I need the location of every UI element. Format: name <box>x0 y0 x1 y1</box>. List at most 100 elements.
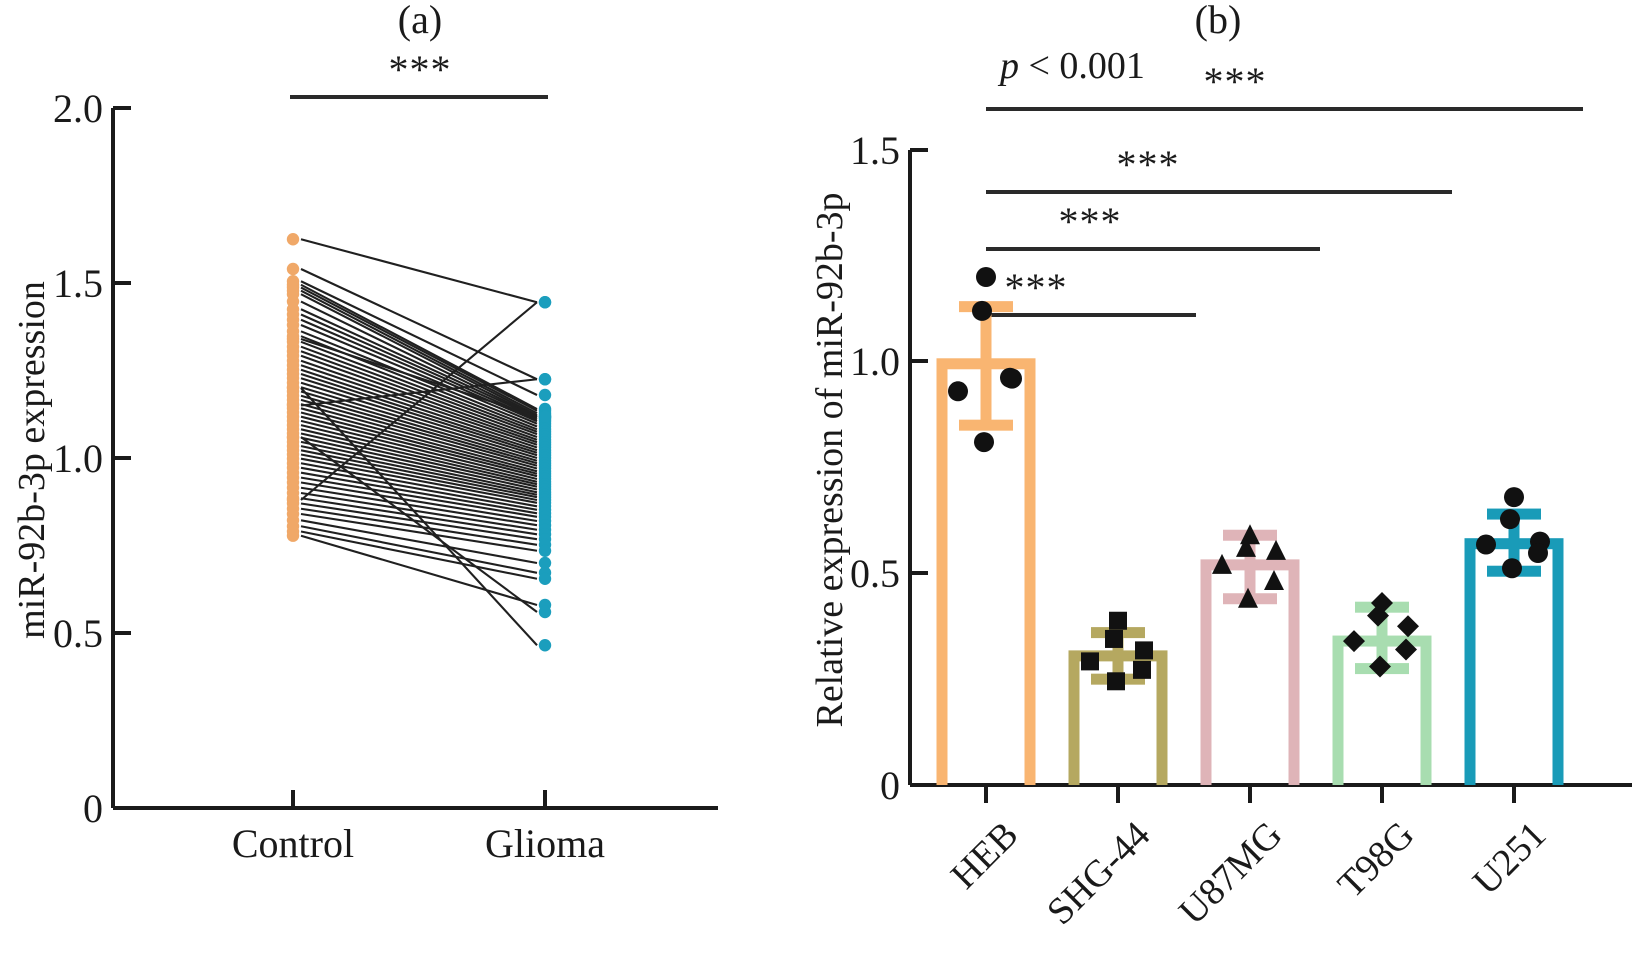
slope-line <box>300 466 538 511</box>
slope-line <box>300 525 538 574</box>
slope-line <box>300 338 538 418</box>
panel-b-ytick-05: 0.5 <box>850 551 900 596</box>
data-point-triangle <box>1236 536 1256 557</box>
slope-line <box>300 512 538 552</box>
glioma-data-point <box>538 556 552 570</box>
control-data-point <box>286 493 300 507</box>
data-point-triangle <box>1264 569 1284 590</box>
panel-b-sig-star-u87mg: *** <box>1059 199 1122 244</box>
x-label-t98g: T98G <box>1330 814 1422 906</box>
slope-line <box>300 308 538 419</box>
slope-line <box>300 293 538 417</box>
control-data-point <box>286 332 300 346</box>
panel-a-ytick-10: 1.0 <box>53 436 103 481</box>
slope-line <box>300 481 538 523</box>
slope-line <box>300 301 538 501</box>
glioma-data-point <box>538 639 552 652</box>
control-data-point <box>286 262 300 276</box>
panel-a-y-ticks <box>113 106 131 635</box>
panel-a-ytick-0: 0 <box>83 786 103 831</box>
control-data-point <box>286 233 300 246</box>
data-point-circle <box>1528 543 1548 564</box>
data-point-triangle <box>1238 587 1258 608</box>
bar-left-edge <box>1200 564 1212 785</box>
data-point-diamond <box>1343 630 1365 653</box>
slope-line <box>300 432 538 488</box>
panel-a-ytick-15: 1.5 <box>53 261 103 306</box>
panel-a-control-dots <box>286 233 300 542</box>
slope-line <box>300 238 538 304</box>
bar-right-edge <box>1420 641 1432 785</box>
panel-a-letter: (a) <box>398 0 442 42</box>
data-point-square <box>1133 660 1151 679</box>
errorbar-stem <box>980 306 992 426</box>
slope-line <box>300 340 538 433</box>
data-point-circle <box>1000 367 1020 388</box>
slope-line <box>300 398 538 467</box>
panel-a-x-ticks <box>291 790 547 808</box>
glioma-data-point <box>538 572 552 585</box>
panel-b-letter: (b) <box>1195 0 1242 42</box>
data-point-circle <box>974 432 994 453</box>
slope-line <box>300 286 538 412</box>
panel-b-y-ticks <box>910 148 928 575</box>
panel-a-xlabel-glioma: Glioma <box>485 821 605 866</box>
panel-b-sig-star-shg44: *** <box>1005 265 1068 310</box>
panel-a-y-axis-label: miR-92b-3p expression <box>11 281 53 639</box>
panel-a-svg: (a) *** 2.0 1.5 1.0 0.5 0 miR-92b-3p exp <box>11 0 718 866</box>
slope-line <box>300 300 538 418</box>
panel-a-xlabel-control: Control <box>232 821 354 866</box>
x-label-u251: U251 <box>1465 814 1554 903</box>
data-point-diamond <box>1397 615 1419 638</box>
x-label-heb: HEB <box>943 814 1026 897</box>
slope-line <box>300 378 538 407</box>
panel-b: (b) p < 0.001 *** *** *** *** <box>800 0 1632 976</box>
data-point-circle <box>1500 509 1520 530</box>
panel-b-point-group <box>948 267 1550 691</box>
control-data-point <box>286 381 300 395</box>
x-label-shg-44: SHG-44 <box>1039 814 1158 933</box>
data-point-square <box>1105 629 1123 648</box>
bar-left-edge <box>1068 655 1080 785</box>
slope-line <box>300 436 538 491</box>
slope-line <box>300 368 538 449</box>
slope-line <box>300 476 538 518</box>
x-label-u87mg: U87MG <box>1171 814 1290 933</box>
panel-b-svg: (b) p < 0.001 *** *** *** *** <box>809 0 1632 933</box>
slope-line <box>300 387 538 646</box>
data-point-triangle <box>1266 539 1286 560</box>
slope-line <box>300 415 538 478</box>
data-point-diamond <box>1395 638 1417 661</box>
glioma-data-point <box>538 544 552 557</box>
data-point-diamond <box>1369 655 1391 678</box>
panel-a-significance-star: *** <box>389 47 452 92</box>
errorbar-stem <box>1244 535 1256 599</box>
slope-line <box>300 289 538 415</box>
errorbar-cap-lower <box>959 419 1013 431</box>
data-point-square <box>1081 652 1099 671</box>
data-point-circle <box>976 267 996 287</box>
panel-a: (a) *** 2.0 1.5 1.0 0.5 0 miR-92b-3p exp <box>0 0 800 976</box>
slope-line <box>300 377 538 454</box>
control-data-point <box>286 399 300 412</box>
panel-b-y-axis-label: Relative expression of miR-92b-3p <box>809 192 851 727</box>
bar-right-edge <box>1156 655 1168 785</box>
slope-line <box>300 507 538 546</box>
slope-line <box>300 486 538 527</box>
slope-line <box>300 364 538 446</box>
data-point-circle <box>972 300 992 321</box>
data-point-square <box>1109 611 1127 630</box>
bar-left-edge <box>1332 641 1344 785</box>
slope-line <box>300 407 538 473</box>
panel-b-ytick-0: 0 <box>880 763 900 808</box>
data-point-square <box>1107 672 1125 691</box>
panel-a-ytick-05: 0.5 <box>53 611 103 656</box>
errorbar-stem <box>1376 607 1388 669</box>
slope-line <box>300 440 538 494</box>
panel-b-errorbar-group <box>959 301 1541 685</box>
glioma-data-point <box>538 296 552 309</box>
panel-b-ytick-10: 1.0 <box>850 339 900 384</box>
panel-b-pvalue-symbol: p <box>997 45 1019 87</box>
slope-line <box>300 313 538 421</box>
bar-right-edge <box>1552 543 1564 785</box>
